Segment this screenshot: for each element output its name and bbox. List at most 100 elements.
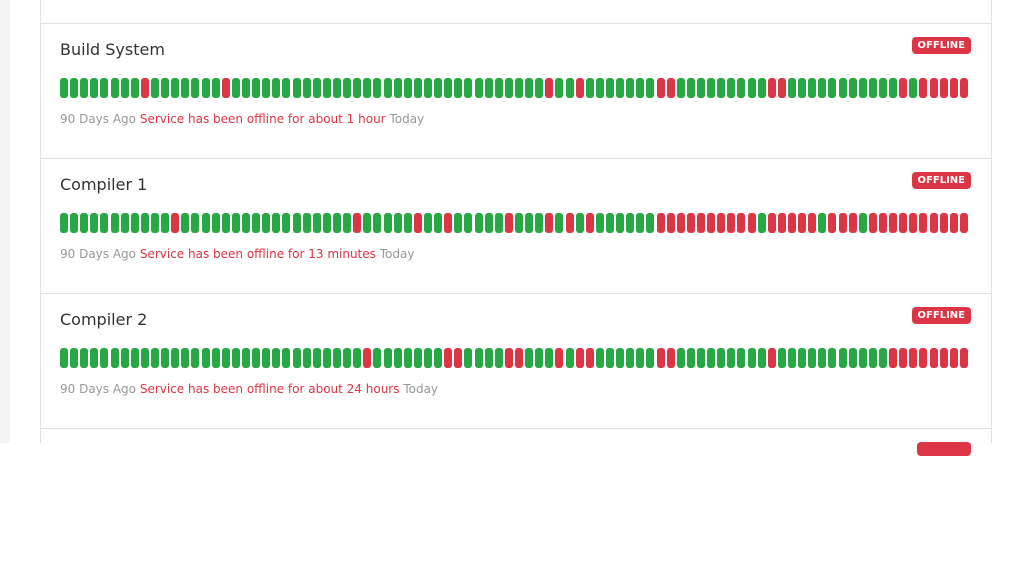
day-bar bbox=[444, 213, 453, 233]
day-bar bbox=[606, 78, 614, 98]
day-bar bbox=[707, 78, 716, 98]
day-bar bbox=[747, 78, 756, 98]
day-bar bbox=[949, 348, 958, 368]
day-bar bbox=[444, 78, 453, 98]
day-bar bbox=[676, 78, 685, 98]
day-bar bbox=[525, 213, 534, 233]
day-bar bbox=[353, 78, 362, 98]
day-bar bbox=[868, 78, 877, 98]
status-message: Service has been offline for 13 minutes bbox=[139, 247, 376, 261]
day-bar bbox=[747, 348, 756, 368]
day-bar bbox=[737, 78, 746, 98]
day-bar bbox=[606, 213, 614, 233]
day-bar bbox=[211, 348, 220, 368]
day-bar bbox=[666, 348, 675, 368]
day-bar bbox=[403, 348, 412, 368]
day-bar bbox=[403, 78, 412, 98]
day-bar bbox=[626, 78, 635, 98]
day-bar bbox=[666, 78, 675, 98]
day-bar bbox=[616, 348, 625, 368]
day-bar bbox=[474, 213, 483, 233]
day-bar bbox=[363, 348, 372, 368]
day-bar bbox=[262, 213, 271, 233]
day-bar bbox=[292, 213, 301, 233]
day-bar bbox=[484, 213, 493, 233]
day-bar bbox=[879, 213, 887, 233]
uptime-bars bbox=[60, 348, 970, 368]
day-bar bbox=[434, 213, 443, 233]
day-bar bbox=[828, 213, 837, 233]
day-bar bbox=[252, 78, 261, 98]
day-bar bbox=[939, 348, 948, 368]
day-bar bbox=[757, 78, 766, 98]
day-bar bbox=[788, 78, 796, 98]
day-bar bbox=[211, 78, 220, 98]
day-bar bbox=[636, 213, 645, 233]
day-bar bbox=[889, 78, 898, 98]
day-bar bbox=[60, 348, 68, 368]
day-bar bbox=[828, 348, 837, 368]
day-bar bbox=[555, 78, 564, 98]
day-bar bbox=[919, 213, 928, 233]
day-bar bbox=[656, 348, 665, 368]
day-bar bbox=[656, 213, 665, 233]
timeline-footer: 90 Days Ago Service has been offline for… bbox=[60, 382, 438, 396]
day-bar bbox=[959, 78, 968, 98]
day-bar bbox=[140, 213, 149, 233]
timeline-footer: 90 Days Ago Service has been offline for… bbox=[60, 112, 424, 126]
day-bar bbox=[454, 348, 463, 368]
day-bar bbox=[818, 348, 827, 368]
day-bar bbox=[858, 213, 867, 233]
day-bar bbox=[949, 213, 958, 233]
day-bar bbox=[161, 213, 170, 233]
day-bar bbox=[717, 78, 726, 98]
day-bar bbox=[211, 213, 220, 233]
day-bar bbox=[120, 78, 129, 98]
day-bar bbox=[646, 213, 655, 233]
day-bar bbox=[626, 348, 635, 368]
service-item bbox=[41, 428, 991, 564]
day-bar bbox=[686, 78, 695, 98]
day-bar bbox=[80, 78, 89, 98]
day-bar bbox=[424, 348, 432, 368]
day-bar bbox=[110, 78, 119, 98]
day-bar bbox=[595, 78, 604, 98]
day-bar bbox=[80, 213, 89, 233]
day-bar bbox=[151, 78, 159, 98]
day-bar bbox=[403, 213, 412, 233]
day-bar bbox=[565, 78, 574, 98]
day-bar bbox=[201, 348, 210, 368]
day-bar bbox=[798, 213, 807, 233]
day-bar bbox=[808, 348, 817, 368]
day-bar bbox=[181, 213, 190, 233]
day-bar bbox=[231, 78, 240, 98]
day-bar bbox=[383, 78, 392, 98]
day-bar bbox=[798, 78, 807, 98]
day-bar bbox=[383, 213, 392, 233]
day-bar bbox=[585, 78, 594, 98]
day-bar bbox=[333, 348, 341, 368]
day-bar bbox=[504, 348, 513, 368]
day-bar bbox=[575, 213, 584, 233]
status-badge: OFFLINE bbox=[911, 172, 971, 189]
day-bar bbox=[70, 348, 79, 368]
day-bar bbox=[636, 78, 645, 98]
day-bar bbox=[595, 213, 604, 233]
day-bar bbox=[666, 213, 675, 233]
day-bar bbox=[939, 213, 948, 233]
day-bar bbox=[272, 213, 281, 233]
day-bar bbox=[221, 213, 230, 233]
day-bar bbox=[151, 213, 159, 233]
day-bar bbox=[828, 78, 837, 98]
service-item: Build System OFFLINE 90 Days Ago Service h… bbox=[41, 23, 991, 159]
day-bar bbox=[707, 213, 716, 233]
day-bar bbox=[262, 348, 271, 368]
day-bar bbox=[191, 78, 200, 98]
service-name: Compiler 1 bbox=[60, 175, 148, 194]
day-bar bbox=[959, 348, 968, 368]
day-bar bbox=[858, 78, 867, 98]
day-bar bbox=[919, 348, 928, 368]
day-bar bbox=[697, 348, 705, 368]
day-bar bbox=[676, 213, 685, 233]
day-bar bbox=[494, 213, 503, 233]
